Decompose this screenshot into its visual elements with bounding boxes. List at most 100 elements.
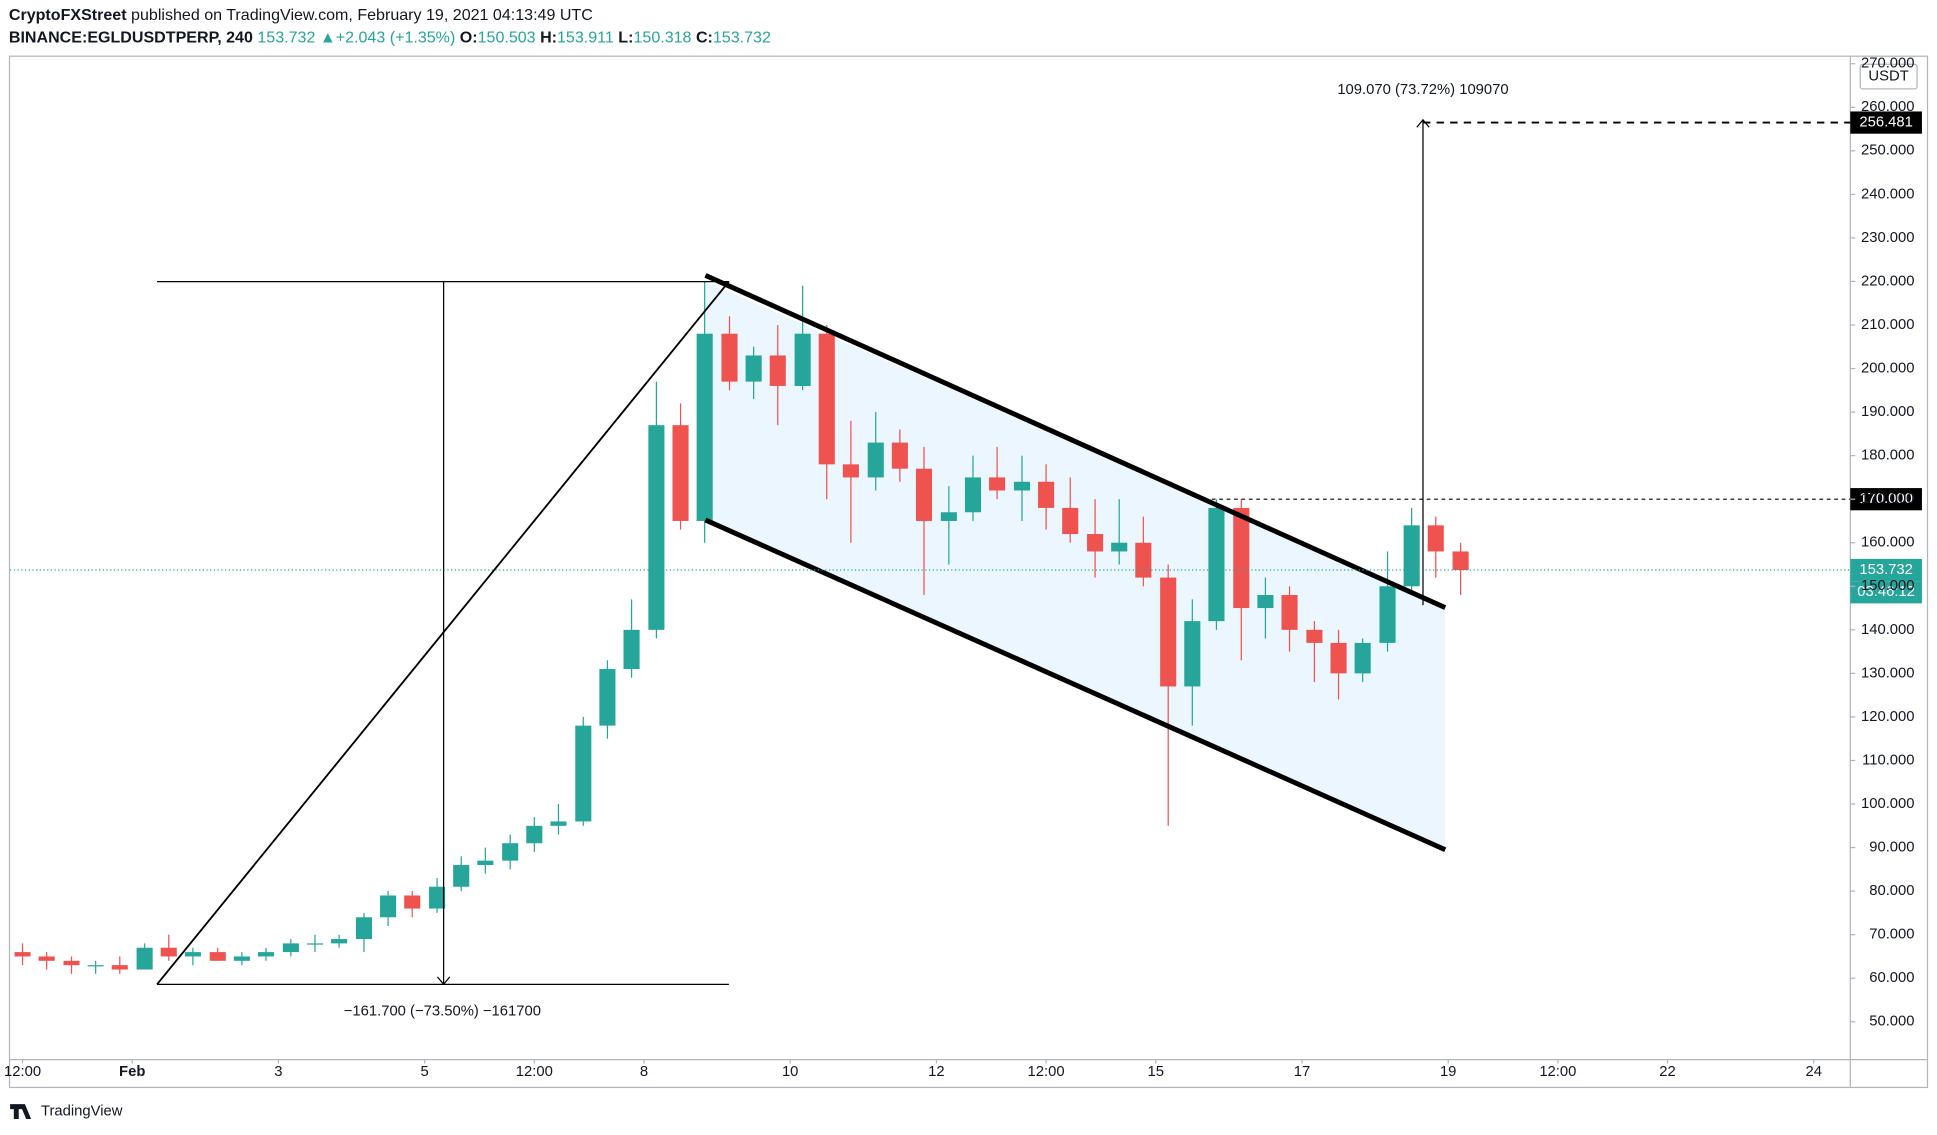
y-tick-label: 50.000	[1869, 1014, 1914, 1030]
y-tick-label: 240.000	[1861, 186, 1915, 202]
countdown-tag	[1850, 581, 1922, 604]
price-tag-label: 170.000	[1859, 491, 1913, 507]
ohlc-key: C:	[696, 29, 713, 47]
candle-body	[1281, 595, 1298, 630]
y-tick-label: 250.000	[1861, 143, 1915, 159]
y-tick-label: 130.000	[1861, 665, 1915, 681]
publisher: CryptoFXStreet	[9, 6, 127, 24]
candle-body	[233, 956, 250, 961]
x-tick-label: 12:00	[1539, 1064, 1576, 1080]
candle-body	[1354, 642, 1371, 674]
arrow-down	[436, 976, 451, 986]
candle-body	[842, 464, 859, 478]
y-tick-label: 170.000	[1861, 491, 1915, 507]
candle-body	[209, 952, 226, 961]
ohlc-value: 150.318	[633, 29, 691, 47]
candle-body	[1233, 507, 1250, 609]
candle-body	[1013, 481, 1031, 491]
candle-body	[818, 333, 835, 465]
symbol-line: BINANCE:EGLDUSDTPERP, 240 153.732 ▲+2.04…	[9, 29, 771, 47]
candle-body	[331, 939, 348, 944]
candle-body	[526, 825, 543, 844]
currency-box	[1859, 63, 1918, 90]
x-tick-label: 24	[1806, 1064, 1822, 1080]
candle-body	[1087, 534, 1104, 552]
x-tick-label: 12:00	[1028, 1064, 1065, 1080]
channel-upper	[704, 273, 1447, 610]
y-tick-label: 230.000	[1861, 230, 1915, 246]
candle-body	[1379, 586, 1396, 643]
x-tick-label: 17	[1294, 1064, 1310, 1080]
ohlc-key: H:	[540, 29, 557, 47]
change: ▲+2.043 (+1.35%)	[320, 29, 455, 47]
y-tick-label: 150.000	[1861, 578, 1915, 594]
candle-body	[282, 943, 299, 953]
candle-body	[745, 355, 762, 382]
price-tag	[1850, 488, 1922, 511]
footer: TradingView	[10, 1103, 123, 1119]
y-tick-label: 100.000	[1861, 796, 1915, 812]
symbol: BINANCE:EGLDUSDTPERP, 240	[9, 29, 253, 47]
x-tick-label: 22	[1659, 1064, 1675, 1080]
candle-body	[87, 965, 104, 967]
candle-body	[648, 425, 665, 630]
x-tick-label: Feb	[119, 1064, 145, 1080]
channel-fill	[705, 281, 1446, 850]
candle-body	[111, 965, 128, 970]
last-price-tag	[1850, 558, 1922, 582]
ohlc-key: L:	[618, 29, 633, 47]
y-tick-label: 60.000	[1869, 970, 1914, 986]
countdown: 03:46:12	[1857, 584, 1915, 600]
y-tick-label: 120.000	[1861, 709, 1915, 725]
brand: TradingView	[41, 1103, 123, 1119]
y-tick-label: 180.000	[1861, 448, 1915, 464]
candle-body	[257, 952, 275, 957]
ohlc-value: 150.503	[478, 29, 536, 47]
candle-body	[989, 477, 1006, 491]
candle-body	[769, 355, 786, 386]
candle-body	[306, 943, 324, 945]
y-tick-label: 70.000	[1869, 927, 1914, 943]
arrow-up	[1416, 118, 1430, 128]
candle-body	[453, 865, 470, 887]
x-tick-label: 19	[1440, 1064, 1456, 1080]
candle-body	[964, 477, 982, 513]
y-tick-label: 90.000	[1869, 840, 1914, 856]
candle-body	[136, 947, 153, 970]
x-tick-label: 10	[782, 1064, 798, 1080]
candle-body	[1403, 525, 1420, 587]
candle-body	[867, 442, 884, 478]
ohlc-value: 153.732	[713, 29, 771, 47]
last-price-label: 153.732	[1859, 562, 1913, 578]
candle-body	[891, 442, 908, 469]
candle-body	[599, 669, 616, 726]
x-tick-label: 12	[928, 1064, 944, 1080]
candle-body	[696, 333, 713, 521]
candle-body	[1427, 525, 1444, 552]
ohlc-key: O:	[460, 29, 478, 47]
candle-body	[1208, 507, 1225, 622]
x-tick-label: 8	[640, 1064, 648, 1080]
last: 153.732	[257, 29, 315, 47]
down-measure-label: −161.700 (−73.50%) −161700	[344, 1003, 541, 1019]
candle-body	[794, 333, 811, 386]
logo-icon	[10, 1104, 32, 1119]
currency: USDT	[1868, 68, 1908, 84]
x-tick-label: 3	[274, 1064, 282, 1080]
ohlc-value: 153.911	[557, 29, 614, 47]
candle-body	[940, 512, 957, 521]
candle-body	[915, 468, 933, 521]
y-tick-label: 110.000	[1862, 752, 1914, 768]
candle-body	[184, 952, 201, 957]
candle-body	[404, 895, 421, 909]
x-tick-label: 15	[1148, 1064, 1164, 1080]
x-tick-label: 5	[421, 1064, 429, 1080]
x-tick-label: 12:00	[516, 1064, 553, 1080]
y-tick-label: 190.000	[1861, 404, 1915, 420]
candle-body	[380, 895, 397, 918]
candle-body	[1135, 542, 1152, 578]
candle-body	[623, 629, 640, 670]
candle-body	[63, 960, 80, 966]
